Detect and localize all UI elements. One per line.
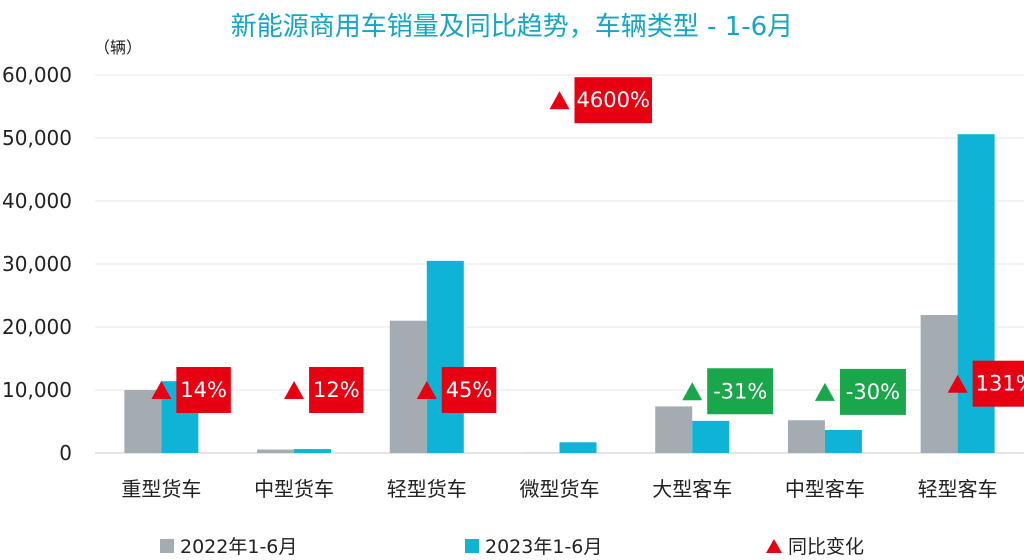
legend-swatch-2022: [160, 538, 174, 553]
legend-item-yoy[interactable]: 同比变化: [766, 532, 864, 559]
legend-item-2023[interactable]: 2023年1-6月: [465, 532, 602, 559]
yoy-label-box: [176, 367, 231, 413]
yoy-triangle-icon: [416, 381, 437, 399]
yoy-label-box: [309, 367, 364, 413]
bar-2022: [787, 420, 825, 453]
y-tick-label: 0: [59, 441, 72, 465]
yoy-label: 12%: [313, 378, 360, 402]
legend: 2022年1-6月 2023年1-6月 同比变化: [0, 532, 1024, 560]
yoy-label: 14%: [180, 378, 227, 402]
bar-2023: [692, 420, 730, 453]
yoy-label: 131%: [976, 372, 1024, 396]
yoy-label: 4600%: [577, 88, 650, 112]
yoy-triangle-icon: [549, 91, 570, 110]
x-tick-label: 中型货车: [254, 477, 334, 501]
yoy-label-box: [441, 367, 497, 413]
bar-2022: [257, 449, 295, 453]
x-tick-label: 大型客车: [652, 477, 732, 501]
bar-2022: [389, 320, 427, 453]
chart-title: 新能源商用车销量及同比趋势，车辆类型 - 1-6月: [230, 12, 794, 42]
bar-2022: [920, 315, 958, 453]
yoy-triangle-icon: [151, 381, 172, 399]
y-tick-label: 50,000: [2, 126, 72, 150]
y-tick-label: 30,000: [2, 252, 72, 276]
y-axis-unit-label: （辆）: [94, 38, 143, 57]
yoy-label: 45%: [446, 378, 493, 402]
yoy-label-box: [707, 368, 774, 415]
bar-2022: [124, 390, 162, 453]
yoy-label: -31%: [713, 379, 767, 403]
legend-item-2022[interactable]: 2022年1-6月: [160, 532, 297, 559]
yoy-triangle-icon: [682, 382, 703, 401]
x-tick-label: 微型货车: [520, 477, 600, 501]
x-tick-label: 轻型客车: [918, 477, 998, 501]
yoy-triangle-icon: [814, 382, 835, 401]
yoy-label-box: [574, 77, 652, 124]
bar-2023: [426, 260, 464, 453]
bar-2023: [824, 430, 862, 453]
chart-area: 0 10,000 20,000 30,000 40,000 50,000 60,000 重型货…: [2, 63, 1024, 501]
x-tick-label: 中型客车: [785, 477, 865, 501]
bar-2023: [559, 442, 597, 453]
yoy-triangle-icon: [284, 381, 305, 399]
y-tick-label: 20,000: [2, 315, 72, 339]
yoy-label: -30%: [846, 380, 900, 404]
yoy-triangle-icon: [947, 374, 968, 393]
yoy-label-box: [972, 360, 1024, 407]
legend-label-yoy: 同比变化: [788, 536, 865, 558]
legend-triangle-icon: [766, 538, 782, 553]
yoy-label-box: [839, 368, 906, 415]
x-tick-label: 轻型货车: [387, 477, 467, 501]
legend-label-2022: 2022年1-6月: [180, 536, 298, 558]
bar-2022: [655, 406, 693, 453]
y-tick-label: 40,000: [2, 189, 72, 213]
y-tick-label: 10,000: [2, 378, 72, 402]
x-tick-label: 重型货车: [121, 477, 201, 501]
y-tick-label: 60,000: [2, 63, 72, 87]
legend-label-2023: 2023年1-6月: [485, 536, 603, 558]
legend-swatch-2023: [465, 538, 479, 553]
bar-2023: [294, 449, 332, 453]
